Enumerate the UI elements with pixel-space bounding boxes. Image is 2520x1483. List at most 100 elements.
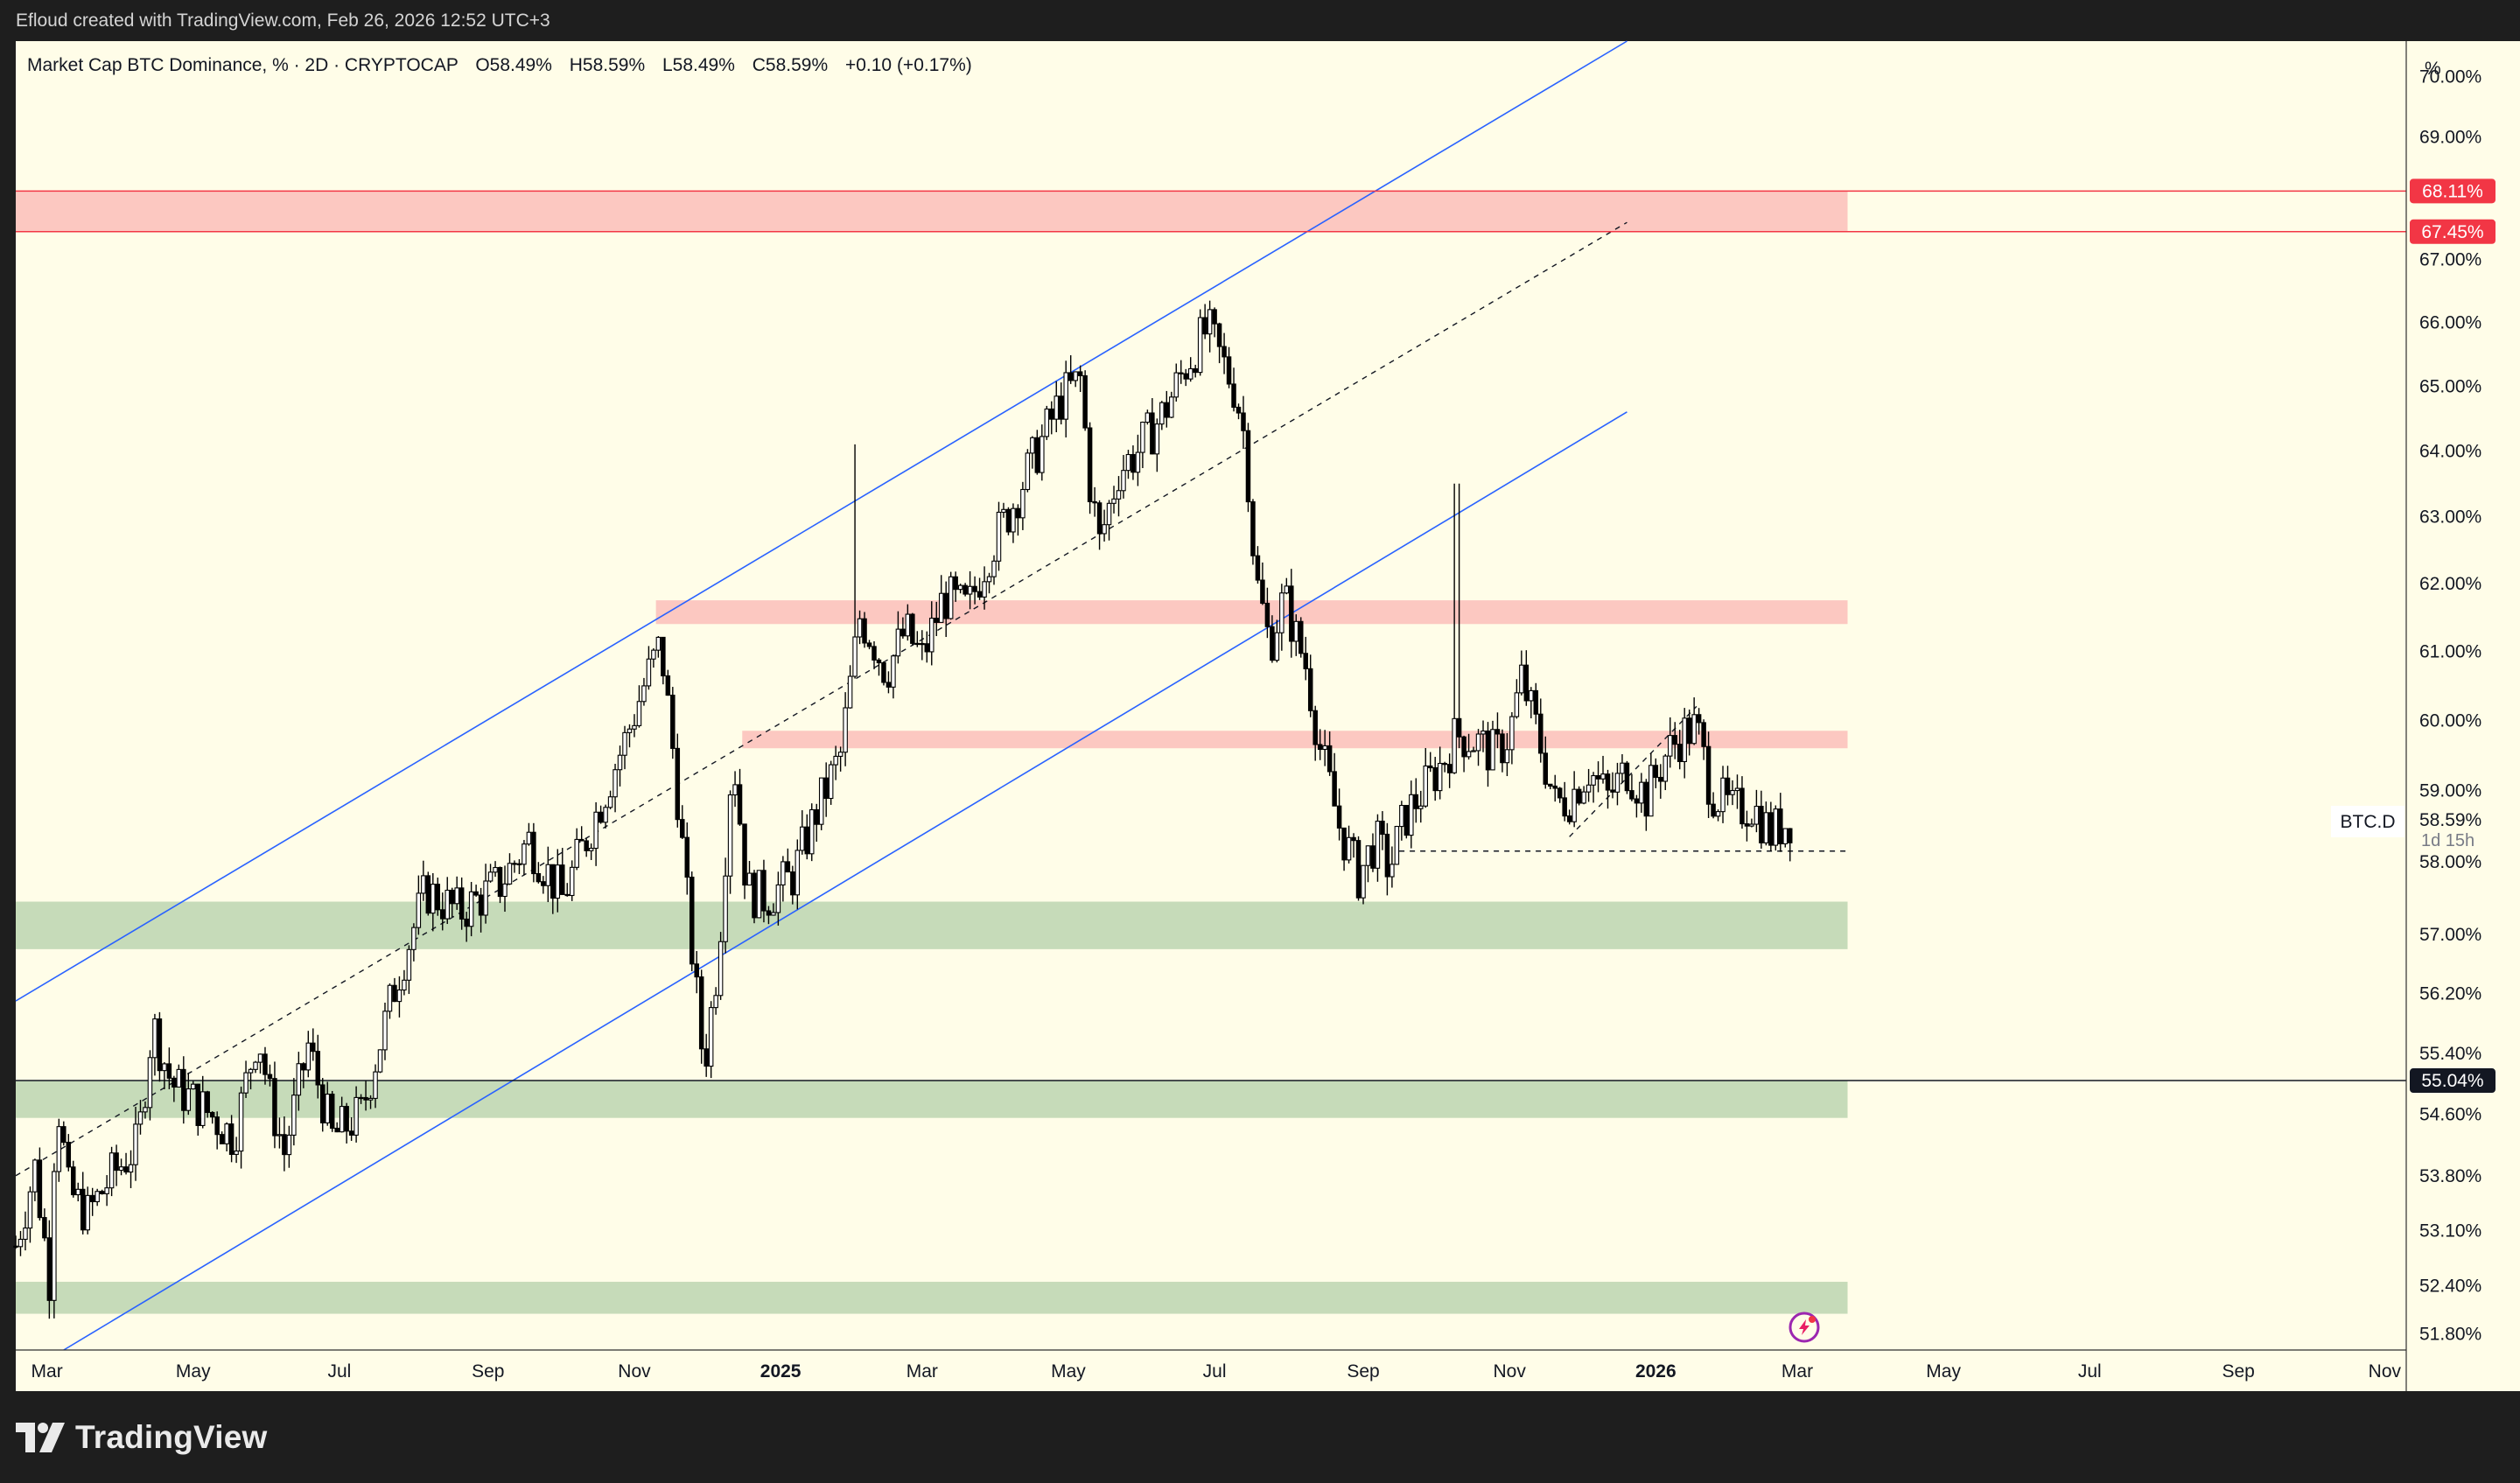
candle[interactable] <box>454 876 459 910</box>
candle[interactable] <box>996 501 1002 571</box>
candle[interactable] <box>354 1086 359 1143</box>
candle[interactable] <box>1394 825 1400 865</box>
candle[interactable] <box>1063 360 1068 437</box>
candle[interactable] <box>617 745 623 787</box>
candle[interactable] <box>574 828 579 871</box>
candle[interactable] <box>1341 827 1347 871</box>
candle[interactable] <box>176 1064 182 1088</box>
candle[interactable] <box>560 848 565 895</box>
candle[interactable] <box>536 862 542 884</box>
candle[interactable] <box>1446 753 1452 788</box>
candle[interactable] <box>373 1064 378 1109</box>
candle[interactable] <box>37 1147 43 1221</box>
candle[interactable] <box>1279 584 1284 651</box>
candle[interactable] <box>1529 687 1534 719</box>
candle[interactable] <box>920 630 925 661</box>
candle[interactable] <box>1121 455 1126 499</box>
candle[interactable] <box>967 570 973 610</box>
candle[interactable] <box>1744 810 1750 842</box>
candle[interactable] <box>929 601 934 666</box>
candle[interactable] <box>1595 761 1601 793</box>
candle[interactable] <box>727 790 733 894</box>
candle[interactable] <box>1030 436 1035 469</box>
candle[interactable] <box>881 661 886 686</box>
candle[interactable] <box>1073 371 1078 388</box>
support-mid-zone[interactable] <box>16 1081 1848 1118</box>
candle[interactable] <box>1044 405 1050 440</box>
candle[interactable] <box>468 882 474 937</box>
candle[interactable] <box>1691 697 1697 745</box>
candle[interactable] <box>368 1095 374 1109</box>
candle[interactable] <box>243 1060 248 1098</box>
candle[interactable] <box>1399 801 1404 841</box>
candle[interactable] <box>1332 752 1337 807</box>
candle[interactable] <box>1705 731 1712 818</box>
candle[interactable] <box>976 577 983 600</box>
candle[interactable] <box>891 654 896 699</box>
candle[interactable] <box>723 857 728 954</box>
candle[interactable] <box>708 1001 714 1079</box>
candle[interactable] <box>1624 760 1630 794</box>
candle[interactable] <box>1303 636 1308 681</box>
candle[interactable] <box>584 838 589 857</box>
candle[interactable] <box>1614 762 1620 806</box>
candle[interactable] <box>641 677 647 706</box>
candle[interactable] <box>1759 790 1764 849</box>
candle[interactable] <box>1662 753 1669 791</box>
candle[interactable] <box>670 687 676 759</box>
candle[interactable] <box>1384 822 1390 896</box>
candle[interactable] <box>416 875 422 935</box>
candle[interactable] <box>487 864 494 883</box>
candle[interactable] <box>823 762 829 817</box>
candle[interactable] <box>1715 809 1721 822</box>
candle[interactable] <box>646 646 652 690</box>
candle[interactable] <box>1102 509 1107 542</box>
candle[interactable] <box>224 1122 229 1151</box>
candle[interactable] <box>1312 705 1318 761</box>
candle[interactable] <box>458 877 465 930</box>
candle[interactable] <box>301 1062 306 1088</box>
candle[interactable] <box>1202 304 1208 339</box>
candle[interactable] <box>1452 483 1457 774</box>
candle[interactable] <box>392 977 397 1003</box>
candle[interactable] <box>1514 679 1520 719</box>
candle[interactable] <box>363 1081 368 1111</box>
candle[interactable] <box>957 584 963 594</box>
candle[interactable] <box>598 805 604 824</box>
candle[interactable] <box>52 1163 57 1319</box>
candle[interactable] <box>99 1189 105 1195</box>
candle[interactable] <box>924 631 930 663</box>
candle[interactable] <box>1231 367 1236 412</box>
candle[interactable] <box>982 566 987 610</box>
candle[interactable] <box>991 555 997 585</box>
candle[interactable] <box>1600 755 1606 784</box>
candle[interactable] <box>1346 825 1352 864</box>
candle[interactable] <box>89 1187 95 1216</box>
candle[interactable] <box>526 822 532 846</box>
candle[interactable] <box>1197 309 1203 376</box>
candle[interactable] <box>296 1052 302 1111</box>
candle[interactable] <box>1130 445 1136 480</box>
support-high-zone[interactable] <box>16 901 1848 949</box>
candle[interactable] <box>986 572 992 594</box>
candle[interactable] <box>1658 764 1663 799</box>
candle[interactable] <box>1054 381 1060 433</box>
candle[interactable] <box>1380 811 1385 850</box>
candle[interactable] <box>1020 481 1026 530</box>
candle[interactable] <box>818 777 824 830</box>
candle[interactable] <box>541 876 546 894</box>
candle[interactable] <box>1782 828 1788 848</box>
candle[interactable] <box>1475 729 1481 766</box>
candle[interactable] <box>545 846 551 903</box>
candle[interactable] <box>425 871 431 916</box>
candle[interactable] <box>1720 766 1726 823</box>
price-axis[interactable]: 70.00% 69.00% 67.00% 66.00% 65.00% 64.00% 63.0… <box>2419 67 2482 1345</box>
candle[interactable] <box>1365 845 1371 883</box>
candle[interactable] <box>1264 587 1270 639</box>
candle[interactable] <box>655 635 662 658</box>
candle[interactable] <box>766 906 772 925</box>
candle[interactable] <box>1500 729 1505 773</box>
candle[interactable] <box>780 856 786 902</box>
candle[interactable] <box>1610 772 1615 799</box>
